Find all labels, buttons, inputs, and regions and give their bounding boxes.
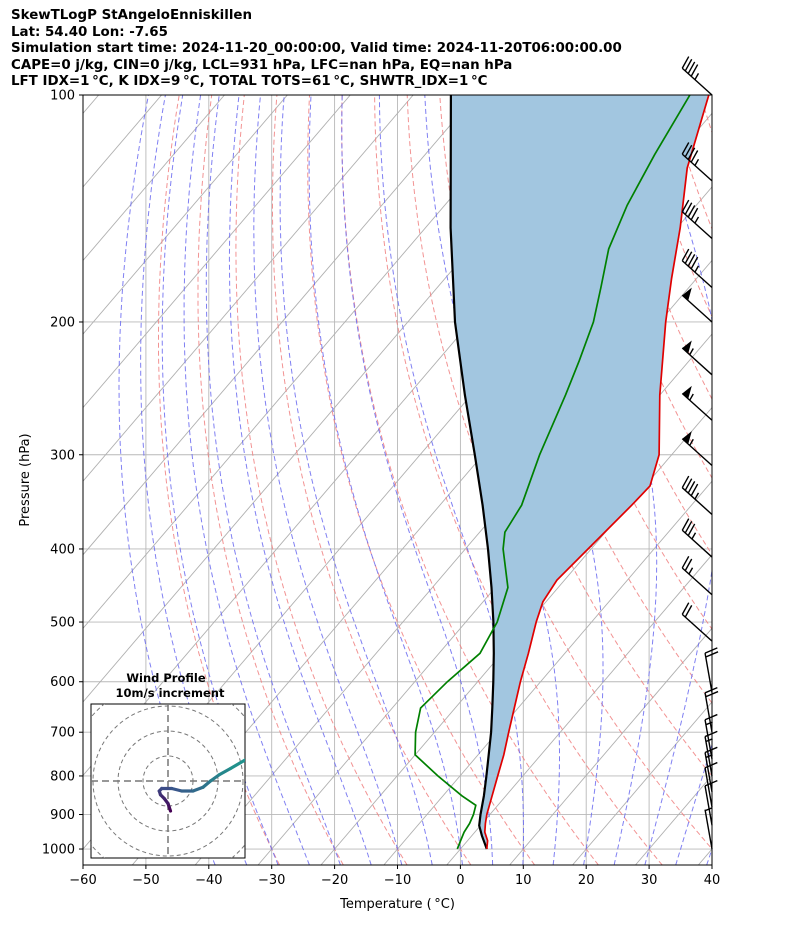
temperature-line — [483, 95, 710, 850]
wind-barb — [681, 199, 713, 240]
isotherm-line — [83, 95, 288, 335]
x-tick-label: −20 — [321, 873, 348, 888]
wind-barb — [681, 340, 713, 376]
isotherm-line — [83, 95, 477, 556]
cape-fill — [450, 95, 709, 849]
time-line: Simulation start time: 2024-11-20_00:00:… — [11, 41, 622, 57]
dry-adiabat — [341, 95, 599, 865]
isotherm-line — [509, 627, 712, 865]
wind-barb — [704, 746, 718, 793]
chart-header: SkewTLogP StAngeloEnniskillen Lat: 54.40… — [11, 8, 622, 91]
x-tick-label: 10 — [515, 873, 532, 888]
location-line: Lat: 54.40 Lon: -7.65 — [11, 24, 168, 40]
hodograph-segment — [201, 779, 213, 789]
wind-barb — [681, 287, 713, 323]
wind-barb — [681, 602, 713, 642]
wind-barb — [681, 248, 713, 289]
dry-adiabat — [569, 95, 712, 479]
moist-adiabat — [308, 95, 463, 865]
inset-subtitle: 10m/s increment — [116, 686, 225, 700]
moist-adiabat — [253, 95, 403, 865]
moist-adiabat — [378, 95, 524, 865]
x-tick-label: 20 — [578, 873, 595, 888]
hodograph-segment — [228, 758, 245, 771]
isotherm-line — [83, 95, 540, 630]
y-tick-label: 500 — [50, 616, 75, 631]
moist-adiabat — [279, 95, 433, 865]
y-tick-label: 200 — [50, 315, 75, 330]
y-tick-label: 900 — [50, 808, 75, 823]
moist-adiabat — [205, 95, 341, 865]
wind-barb — [681, 385, 713, 421]
dewpoint-line — [414, 95, 691, 850]
x-tick-label: −40 — [195, 873, 222, 888]
dry-adiabat — [272, 95, 472, 865]
wind-barb — [681, 518, 713, 558]
chart-title: SkewTLogP StAngeloEnniskillen — [11, 8, 253, 23]
isotherm-line — [83, 95, 414, 482]
cape-line: CAPE=0 j/kg, CIN=0 j/kg, LCL=931 hPa, LF… — [11, 57, 513, 73]
moist-adiabat — [675, 742, 712, 865]
wind-barb — [681, 475, 713, 515]
dry-adiabat — [197, 95, 344, 865]
isotherm-line — [761, 95, 794, 865]
dry-adiabat — [699, 95, 712, 134]
x-tick-label: −30 — [258, 873, 285, 888]
y-tick-label: 100 — [50, 89, 75, 104]
profile-lines — [414, 95, 710, 850]
x-tick-label: −50 — [132, 873, 159, 888]
parcel-line — [449, 95, 495, 850]
wind-barb — [704, 807, 713, 850]
wind-barb — [704, 780, 718, 826]
dry-adiabat — [471, 95, 712, 704]
moist-adiabat — [161, 95, 279, 865]
y-tick-label: 1000 — [42, 843, 75, 858]
x-tick-label: 0 — [456, 873, 464, 888]
y-tick-label: 300 — [50, 448, 75, 463]
hodograph-segment — [191, 785, 205, 793]
y-tick-label: 700 — [50, 726, 75, 741]
isotherm-line — [446, 554, 712, 865]
wind-barb — [681, 555, 713, 596]
x-axis-label: Temperature ( °C) — [339, 897, 455, 912]
y-axis-label: Pressure (hPa) — [18, 433, 33, 526]
wind-barbs — [681, 56, 719, 850]
dry-adiabat — [766, 95, 794, 865]
x-tick-label: 30 — [641, 873, 658, 888]
moist-adiabat — [228, 95, 372, 865]
hodograph-segment — [217, 766, 233, 777]
isotherm-line — [572, 701, 712, 865]
wind-barb — [704, 761, 718, 808]
moist-adiabat — [183, 95, 310, 865]
moist-adiabat — [644, 95, 712, 865]
hodograph-segment — [170, 786, 184, 793]
y-tick-label: 800 — [50, 769, 75, 784]
x-tick-label: −60 — [69, 873, 96, 888]
index-line: LFT IDX=1 °C, K IDX=9 °C, TOTAL TOTS=61 … — [11, 74, 488, 90]
isotherm-line — [83, 95, 225, 262]
wind-barb — [681, 431, 713, 467]
moist-adiabat — [341, 95, 494, 865]
dry-adiabat — [374, 95, 663, 865]
hodograph-inset — [90, 703, 246, 859]
isotherm-line — [83, 95, 351, 409]
dry-adiabat — [307, 95, 536, 865]
dry-adiabat — [235, 95, 408, 865]
moist-adiabat — [706, 847, 712, 865]
wind-barb — [681, 56, 713, 96]
inset-title: Wind Profile — [126, 671, 206, 685]
dry-adiabat — [158, 95, 280, 865]
y-tick-label: 400 — [50, 542, 75, 557]
x-tick-label: −10 — [384, 873, 411, 888]
cape-shading — [450, 95, 709, 849]
y-tick-label: 600 — [50, 675, 75, 690]
axes: −60 −50 −40 −30 −20 −10 0 10 20 30 40 100 200 300 400 5… — [42, 89, 720, 889]
hodograph-segment — [208, 773, 221, 783]
wind-barb — [704, 713, 718, 760]
dry-adiabat — [733, 95, 794, 865]
wind-barb — [681, 142, 713, 182]
x-tick-label: 40 — [704, 873, 721, 888]
